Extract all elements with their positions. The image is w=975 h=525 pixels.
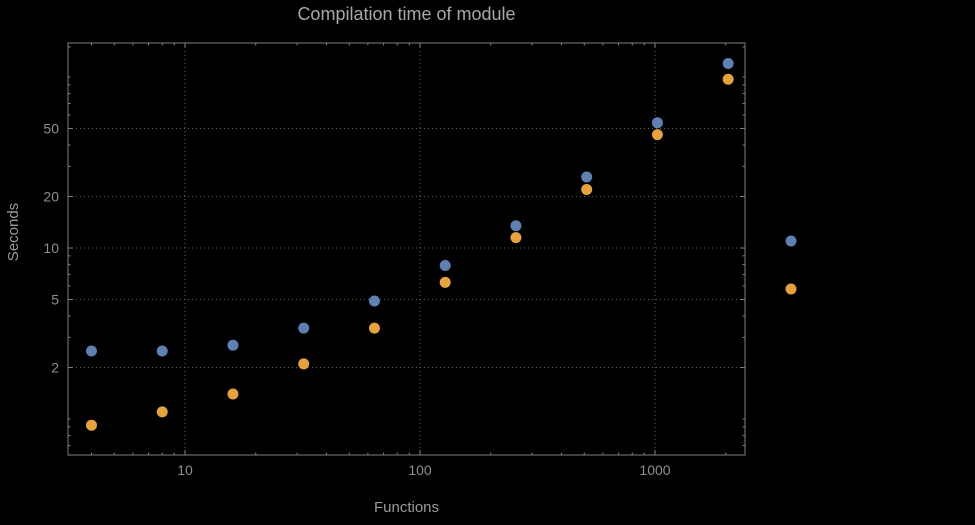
data-point-blue	[298, 322, 310, 334]
data-point-orange	[368, 322, 380, 334]
plot-frame	[67, 42, 746, 456]
data-point-orange	[581, 183, 593, 195]
y-tick-label: 10	[43, 240, 59, 256]
data-point-blue	[156, 345, 168, 357]
legend-marker-blue	[785, 235, 797, 247]
data-point-orange	[298, 358, 310, 370]
x-tick-label: 10	[177, 462, 193, 478]
legend-marker-orange	[785, 283, 797, 295]
data-point-blue	[581, 171, 593, 183]
data-point-blue	[651, 117, 663, 129]
data-point-orange	[227, 388, 239, 400]
data-point-blue	[368, 295, 380, 307]
data-point-orange	[651, 129, 663, 141]
data-point-blue	[227, 339, 239, 351]
data-point-blue	[722, 57, 734, 69]
data-point-orange	[510, 232, 522, 244]
data-point-orange	[722, 73, 734, 85]
data-point-blue	[439, 260, 451, 272]
y-tick-label: 20	[43, 189, 59, 205]
x-axis-label: Functions	[373, 499, 440, 516]
x-tick-label: 100	[408, 462, 432, 478]
data-point-blue	[510, 220, 522, 232]
y-tick-label: 50	[43, 120, 59, 136]
y-tick-label: 2	[51, 360, 59, 376]
data-point-orange	[85, 419, 97, 431]
y-tick-label: 5	[51, 291, 59, 307]
data-point-blue	[85, 345, 97, 357]
data-point-orange	[439, 276, 451, 288]
x-tick-label: 1000	[639, 462, 670, 478]
chart-title: Compilation time of module	[297, 4, 516, 24]
data-point-orange	[156, 406, 168, 418]
y-axis-label: Seconds	[5, 202, 22, 262]
